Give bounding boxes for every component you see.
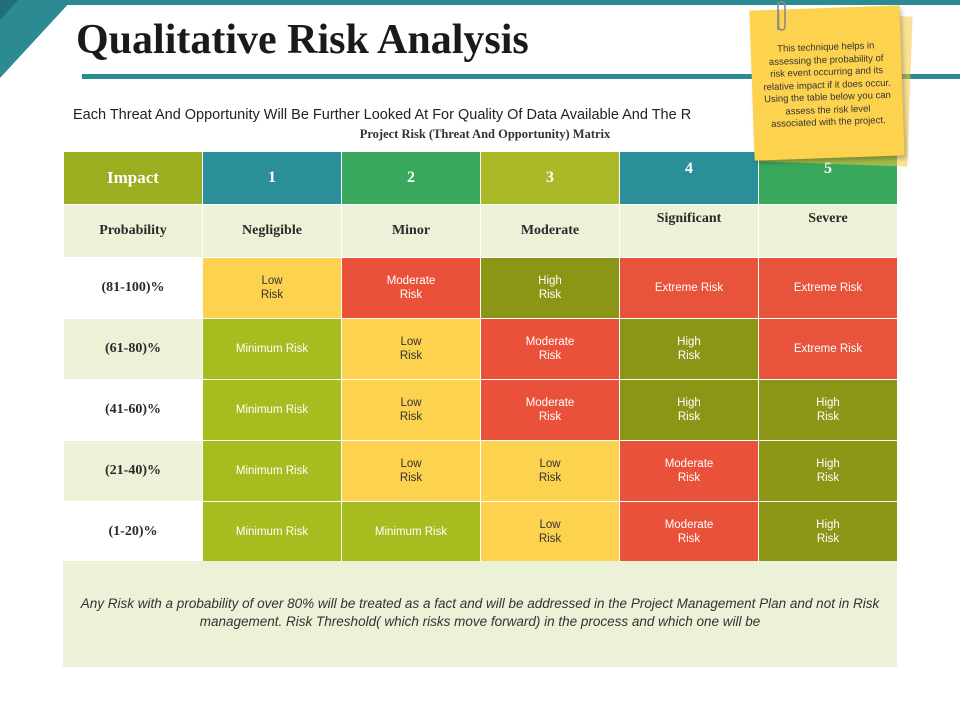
impact-level-cell: 1	[202, 151, 342, 205]
risk-cell: High Risk	[758, 440, 898, 502]
impact-level-cell: 3	[480, 151, 620, 205]
severity-label-cell: Severe	[758, 204, 898, 258]
risk-cell: Low Risk	[341, 318, 481, 380]
risk-cell: Moderate Risk	[480, 318, 620, 380]
risk-cell: Extreme Risk	[758, 318, 898, 380]
title-underline	[82, 74, 960, 79]
severity-label-cell: Significant	[619, 204, 759, 258]
risk-cell: Low Risk	[480, 501, 620, 563]
probability-header-cell: Probability	[63, 204, 203, 258]
footer-text: Any Risk with a probability of over 80% …	[80, 596, 880, 629]
probability-cell: (41-60)%	[63, 379, 203, 441]
risk-cell: Low Risk	[341, 379, 481, 441]
severity-label-cell: Moderate	[480, 204, 620, 258]
risk-cell: Minimum Risk	[202, 318, 342, 380]
risk-cell: Extreme Risk	[758, 257, 898, 319]
table-row: (41-60)% Minimum Risk Low Risk Moderate Ri…	[63, 379, 898, 441]
risk-matrix-table: Impact 1 2 3 4 5 Probability Negligible …	[63, 151, 898, 563]
severity-label-cell: Minor	[341, 204, 481, 258]
impact-level-cell: 4	[619, 151, 759, 205]
paperclip-icon	[777, 1, 786, 31]
intro-text: Each Threat And Opportunity Will Be Furt…	[73, 107, 692, 123]
risk-cell: Minimum Risk	[202, 379, 342, 441]
risk-cell: High Risk	[758, 379, 898, 441]
probability-cell: (81-100)%	[63, 257, 203, 319]
risk-cell: High Risk	[480, 257, 620, 319]
corner-decoration-dark	[0, 0, 18, 20]
risk-cell: Moderate Risk	[619, 501, 759, 563]
risk-cell: Moderate Risk	[341, 257, 481, 319]
risk-cell: Low Risk	[480, 440, 620, 502]
table-row: (1-20)% Minimum Risk Minimum Risk Low Ris…	[63, 501, 898, 563]
probability-cell: (1-20)%	[63, 501, 203, 563]
risk-cell: Low Risk	[202, 257, 342, 319]
risk-cell: Extreme Risk	[619, 257, 759, 319]
table-row: (61-80)% Minimum Risk Low Risk Moderate Ri…	[63, 318, 898, 380]
severity-label-row: Probability Negligible Minor Moderate Si…	[63, 204, 898, 258]
top-accent-stripe	[0, 0, 960, 5]
probability-cell: (21-40)%	[63, 440, 203, 502]
risk-cell: High Risk	[619, 318, 759, 380]
risk-cell: Moderate Risk	[480, 379, 620, 441]
table-row: (81-100)% Low Risk Moderate Risk High Risk …	[63, 257, 898, 319]
risk-cell: Moderate Risk	[619, 440, 759, 502]
risk-cell: Low Risk	[341, 440, 481, 502]
risk-cell: Minimum Risk	[341, 501, 481, 563]
table-row: (21-40)% Minimum Risk Low Risk Low Risk Mo…	[63, 440, 898, 502]
impact-header-cell: Impact	[63, 151, 203, 205]
matrix-title: Project Risk (Threat And Opportunity) Ma…	[359, 127, 611, 141]
severity-label-cell: Negligible	[202, 204, 342, 258]
risk-cell: Minimum Risk	[202, 501, 342, 563]
impact-level-cell: 2	[341, 151, 481, 205]
probability-cell: (61-80)%	[63, 318, 203, 380]
sticky-note-text: This technique helps in assessing the pr…	[763, 40, 892, 130]
risk-cell: High Risk	[758, 501, 898, 563]
page-title: Qualitative Risk Analysis	[76, 17, 529, 63]
risk-cell: Minimum Risk	[202, 440, 342, 502]
footer-note: Any Risk with a probability of over 80% …	[63, 561, 897, 667]
risk-cell: High Risk	[619, 379, 759, 441]
